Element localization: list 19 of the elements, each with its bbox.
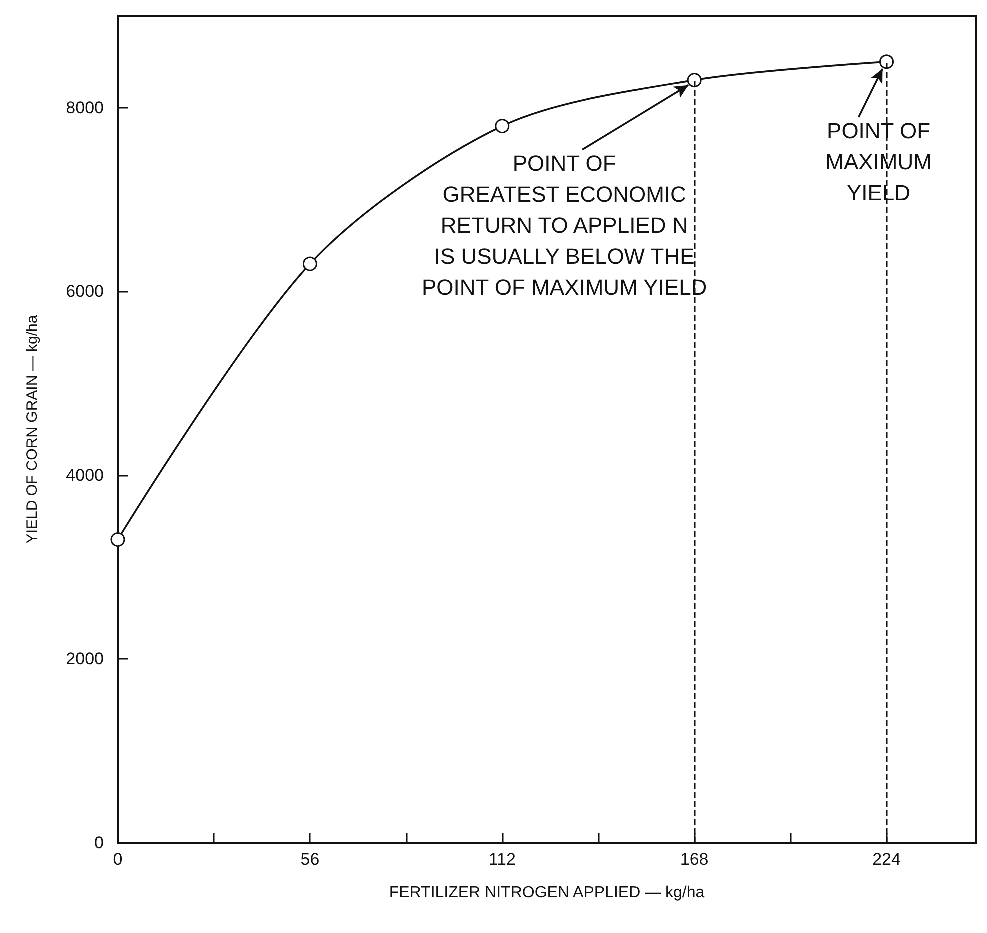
x-tick-label: 224 bbox=[872, 850, 901, 869]
point bbox=[302, 256, 318, 272]
x-tick-label: 0 bbox=[113, 850, 123, 869]
point bbox=[495, 119, 510, 134]
y-tick-label: 8000 bbox=[66, 98, 104, 118]
y-axis-title: YIELD OF CORN GRAIN — kg/ha bbox=[24, 314, 41, 544]
x-tick-label: 56 bbox=[300, 850, 320, 869]
x-tick-label: 112 bbox=[488, 850, 516, 869]
point bbox=[880, 54, 894, 70]
x-axis-title: FERTILIZER NITROGEN APPLIED — kg/ha bbox=[389, 884, 705, 902]
annotation: POINT OF MAXIMUM YIELD bbox=[826, 118, 932, 206]
x-tick-label: 168 bbox=[680, 850, 709, 869]
annotation: POINT OF GREATEST ECONOMIC RETURN TO APPLIED N IS USUALLY BELOW THE POINT OF MAXIMUM YIELD bbox=[422, 150, 708, 300]
point bbox=[687, 73, 702, 88]
y-tick-label: 2000 bbox=[66, 650, 104, 669]
y-tick-label: 0 bbox=[94, 834, 104, 852]
y-tick-label: 4000 bbox=[66, 466, 104, 485]
point bbox=[110, 532, 126, 548]
y-tick-label: 6000 bbox=[66, 282, 104, 302]
